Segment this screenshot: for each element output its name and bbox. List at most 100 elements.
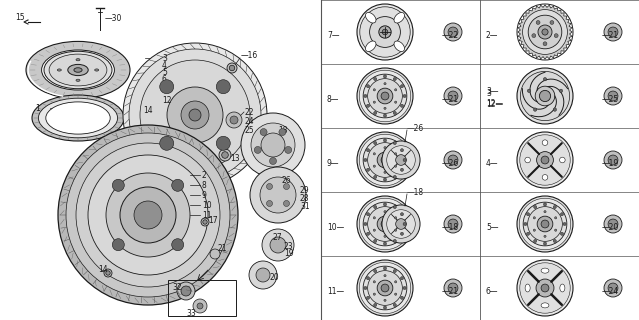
- Circle shape: [544, 211, 546, 213]
- Circle shape: [249, 261, 277, 289]
- Circle shape: [563, 222, 566, 226]
- Circle shape: [383, 267, 387, 270]
- Text: —16: —16: [241, 51, 258, 60]
- Circle shape: [394, 153, 397, 155]
- Ellipse shape: [560, 284, 565, 292]
- Text: 2—: 2—: [486, 30, 498, 39]
- Circle shape: [604, 151, 622, 169]
- Circle shape: [525, 157, 530, 163]
- Circle shape: [543, 77, 547, 81]
- Text: 25: 25: [245, 125, 254, 134]
- Circle shape: [367, 143, 403, 177]
- Circle shape: [383, 139, 387, 142]
- Ellipse shape: [42, 50, 114, 90]
- Circle shape: [373, 89, 376, 91]
- Text: 22: 22: [245, 108, 254, 116]
- Circle shape: [367, 232, 369, 235]
- Text: 26: 26: [282, 175, 291, 185]
- Circle shape: [367, 296, 369, 299]
- Circle shape: [363, 266, 407, 310]
- Circle shape: [374, 303, 377, 307]
- Text: 4: 4: [162, 60, 167, 69]
- Circle shape: [367, 149, 369, 152]
- Circle shape: [523, 202, 567, 246]
- Ellipse shape: [394, 12, 404, 23]
- Text: —19: —19: [602, 158, 619, 167]
- Circle shape: [527, 213, 530, 216]
- Circle shape: [76, 143, 220, 287]
- Circle shape: [129, 49, 261, 181]
- Circle shape: [608, 91, 618, 101]
- Circle shape: [363, 202, 407, 246]
- Circle shape: [534, 108, 537, 111]
- Circle shape: [106, 173, 190, 257]
- Circle shape: [383, 178, 387, 181]
- Circle shape: [88, 155, 208, 275]
- Circle shape: [544, 235, 546, 237]
- Circle shape: [383, 306, 387, 309]
- Text: 6—: 6—: [486, 286, 498, 295]
- Circle shape: [106, 271, 110, 275]
- Circle shape: [262, 229, 294, 261]
- Circle shape: [517, 196, 573, 252]
- Circle shape: [520, 135, 570, 185]
- Circle shape: [553, 108, 557, 111]
- Circle shape: [210, 249, 220, 259]
- Circle shape: [533, 229, 535, 231]
- Text: —21: —21: [442, 286, 459, 295]
- Circle shape: [160, 80, 174, 94]
- Text: —21: —21: [442, 94, 459, 103]
- Circle shape: [535, 86, 555, 106]
- Circle shape: [367, 168, 369, 171]
- Circle shape: [381, 220, 389, 228]
- Ellipse shape: [44, 51, 112, 89]
- Circle shape: [387, 210, 415, 238]
- Circle shape: [363, 74, 407, 118]
- Circle shape: [364, 94, 367, 98]
- Circle shape: [383, 242, 387, 245]
- Circle shape: [367, 277, 369, 280]
- Text: 6: 6: [162, 75, 167, 84]
- Circle shape: [357, 4, 413, 60]
- Circle shape: [377, 216, 393, 232]
- Circle shape: [250, 167, 306, 223]
- Text: 14: 14: [143, 106, 153, 115]
- Circle shape: [359, 70, 411, 122]
- Circle shape: [193, 299, 207, 313]
- Text: 8—: 8—: [327, 94, 339, 103]
- Text: 7—: 7—: [327, 30, 339, 39]
- Circle shape: [403, 158, 406, 162]
- Circle shape: [550, 20, 554, 24]
- Circle shape: [403, 286, 406, 290]
- Circle shape: [367, 104, 369, 107]
- Circle shape: [553, 205, 557, 209]
- Circle shape: [373, 153, 376, 155]
- Circle shape: [167, 87, 223, 143]
- Circle shape: [189, 109, 201, 121]
- Text: —26: —26: [407, 124, 424, 132]
- Circle shape: [373, 281, 376, 283]
- Circle shape: [229, 65, 235, 71]
- Circle shape: [394, 293, 397, 295]
- Text: —18: —18: [407, 188, 424, 196]
- Text: —26: —26: [442, 158, 459, 167]
- Circle shape: [254, 147, 261, 154]
- Circle shape: [448, 27, 458, 37]
- Circle shape: [364, 222, 367, 226]
- Circle shape: [373, 165, 376, 167]
- Circle shape: [520, 263, 570, 313]
- Circle shape: [266, 201, 272, 206]
- Circle shape: [251, 123, 295, 167]
- Circle shape: [534, 205, 537, 209]
- Circle shape: [384, 107, 386, 109]
- Circle shape: [448, 91, 458, 101]
- Text: 3: 3: [162, 53, 167, 62]
- Circle shape: [360, 7, 410, 57]
- Circle shape: [373, 101, 376, 103]
- Circle shape: [608, 283, 618, 293]
- Text: —22: —22: [442, 30, 459, 39]
- Circle shape: [359, 134, 411, 186]
- Circle shape: [527, 232, 530, 235]
- Circle shape: [448, 155, 458, 165]
- Circle shape: [604, 215, 622, 233]
